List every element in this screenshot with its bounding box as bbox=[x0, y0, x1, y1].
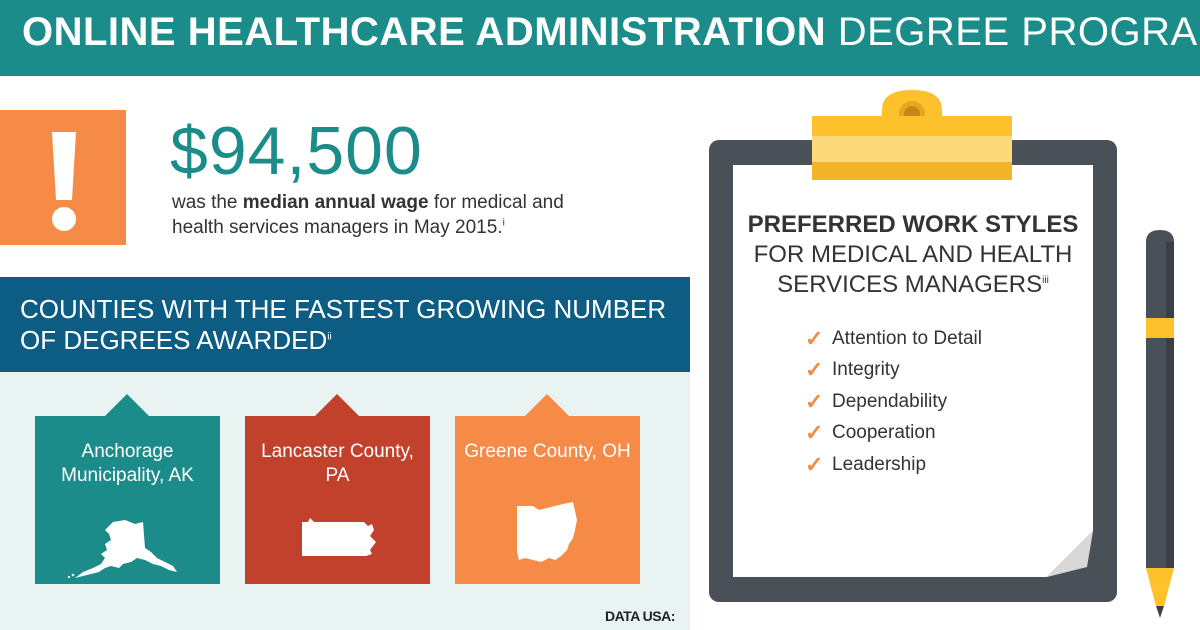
ohio-map-icon bbox=[517, 502, 577, 562]
work-styles-list: ✓ Attention to Detail ✓ Integrity ✓ Depe… bbox=[805, 323, 1065, 481]
counties-heading-band: COUNTIES WITH THE FASTEST GROWING NUMBER… bbox=[0, 277, 690, 372]
footnote-marker: i bbox=[502, 217, 505, 229]
work-style-label: Dependability bbox=[832, 390, 948, 412]
page-title-bold: ONLINE HEALTHCARE ADMINISTRATION bbox=[22, 10, 827, 54]
county-name: Anchorage Municipality, AK bbox=[61, 441, 194, 486]
card-notch bbox=[105, 394, 149, 416]
counties-heading: COUNTIES WITH THE FASTEST GROWING NUMBER… bbox=[20, 294, 680, 356]
work-style-label: Leadership bbox=[832, 453, 927, 475]
work-style-label: Attention to Detail bbox=[832, 327, 982, 349]
checkmark-icon: ✓ bbox=[805, 451, 824, 477]
checkmark-icon: ✓ bbox=[805, 388, 824, 414]
list-item: ✓ Dependability bbox=[805, 386, 1065, 418]
card-notch bbox=[315, 394, 359, 416]
card-notch bbox=[525, 394, 569, 416]
header-banner: ONLINE HEALTHCARE ADMINISTRATION DEGREE … bbox=[0, 0, 1200, 76]
checkmark-icon: ✓ bbox=[805, 420, 824, 446]
alaska-map-icon bbox=[67, 520, 177, 578]
page-title-light: DEGREE PROGRAMS bbox=[837, 10, 1200, 54]
source-logo: DATA USA: bbox=[605, 608, 675, 624]
list-item: ✓ Integrity bbox=[805, 355, 1065, 387]
page-title: ONLINE HEALTHCARE ADMINISTRATION DEGREE … bbox=[22, 10, 1200, 55]
exclamation-icon bbox=[52, 132, 76, 231]
county-card-anchorage: Anchorage Municipality, AK bbox=[35, 394, 220, 584]
county-name: Lancaster County, PA bbox=[261, 441, 414, 486]
county-card-lancaster: Lancaster County, PA bbox=[245, 394, 430, 584]
clipboard-paper bbox=[733, 165, 1093, 577]
stat-desc-suffix: for medical and health services managers… bbox=[172, 192, 564, 238]
work-style-label: Cooperation bbox=[832, 422, 936, 444]
checkmark-icon: ✓ bbox=[805, 357, 824, 383]
list-item: ✓ Attention to Detail bbox=[805, 323, 1065, 355]
median-wage-description: was the median annual wage for medical a… bbox=[172, 190, 592, 240]
pen-icon bbox=[1146, 230, 1174, 618]
list-item: ✓ Leadership bbox=[805, 449, 1065, 481]
stat-desc-bold: median annual wage bbox=[242, 192, 429, 213]
county-name: Greene County, OH bbox=[464, 441, 631, 462]
median-wage-amount: $94,500 bbox=[170, 113, 423, 189]
county-card-greene: Greene County, OH bbox=[455, 394, 640, 584]
list-item: ✓ Cooperation bbox=[805, 418, 1065, 450]
work-styles-heading-light: FOR MEDICAL AND HEALTH SERVICES MANAGERS… bbox=[733, 240, 1093, 300]
work-style-label: Integrity bbox=[832, 359, 900, 381]
page-curl-icon bbox=[1047, 531, 1093, 577]
footnote-marker: ii bbox=[327, 331, 332, 343]
work-styles-heading-light-text: FOR MEDICAL AND HEALTH SERVICES MANAGERS bbox=[753, 241, 1073, 298]
checkmark-icon: ✓ bbox=[805, 325, 824, 351]
counties-heading-text: COUNTIES WITH THE FASTEST GROWING NUMBER… bbox=[20, 294, 667, 355]
work-styles-heading: PREFERRED WORK STYLES FOR MEDICAL AND HE… bbox=[733, 210, 1093, 300]
work-styles-heading-bold: PREFERRED WORK STYLES bbox=[747, 211, 1079, 238]
stat-desc-prefix: was the bbox=[172, 192, 243, 213]
pennsylvania-map-icon bbox=[302, 518, 376, 556]
clipboard-clip-icon bbox=[812, 90, 1012, 180]
alert-box bbox=[0, 110, 126, 245]
footnote-marker: iii bbox=[1042, 275, 1049, 286]
